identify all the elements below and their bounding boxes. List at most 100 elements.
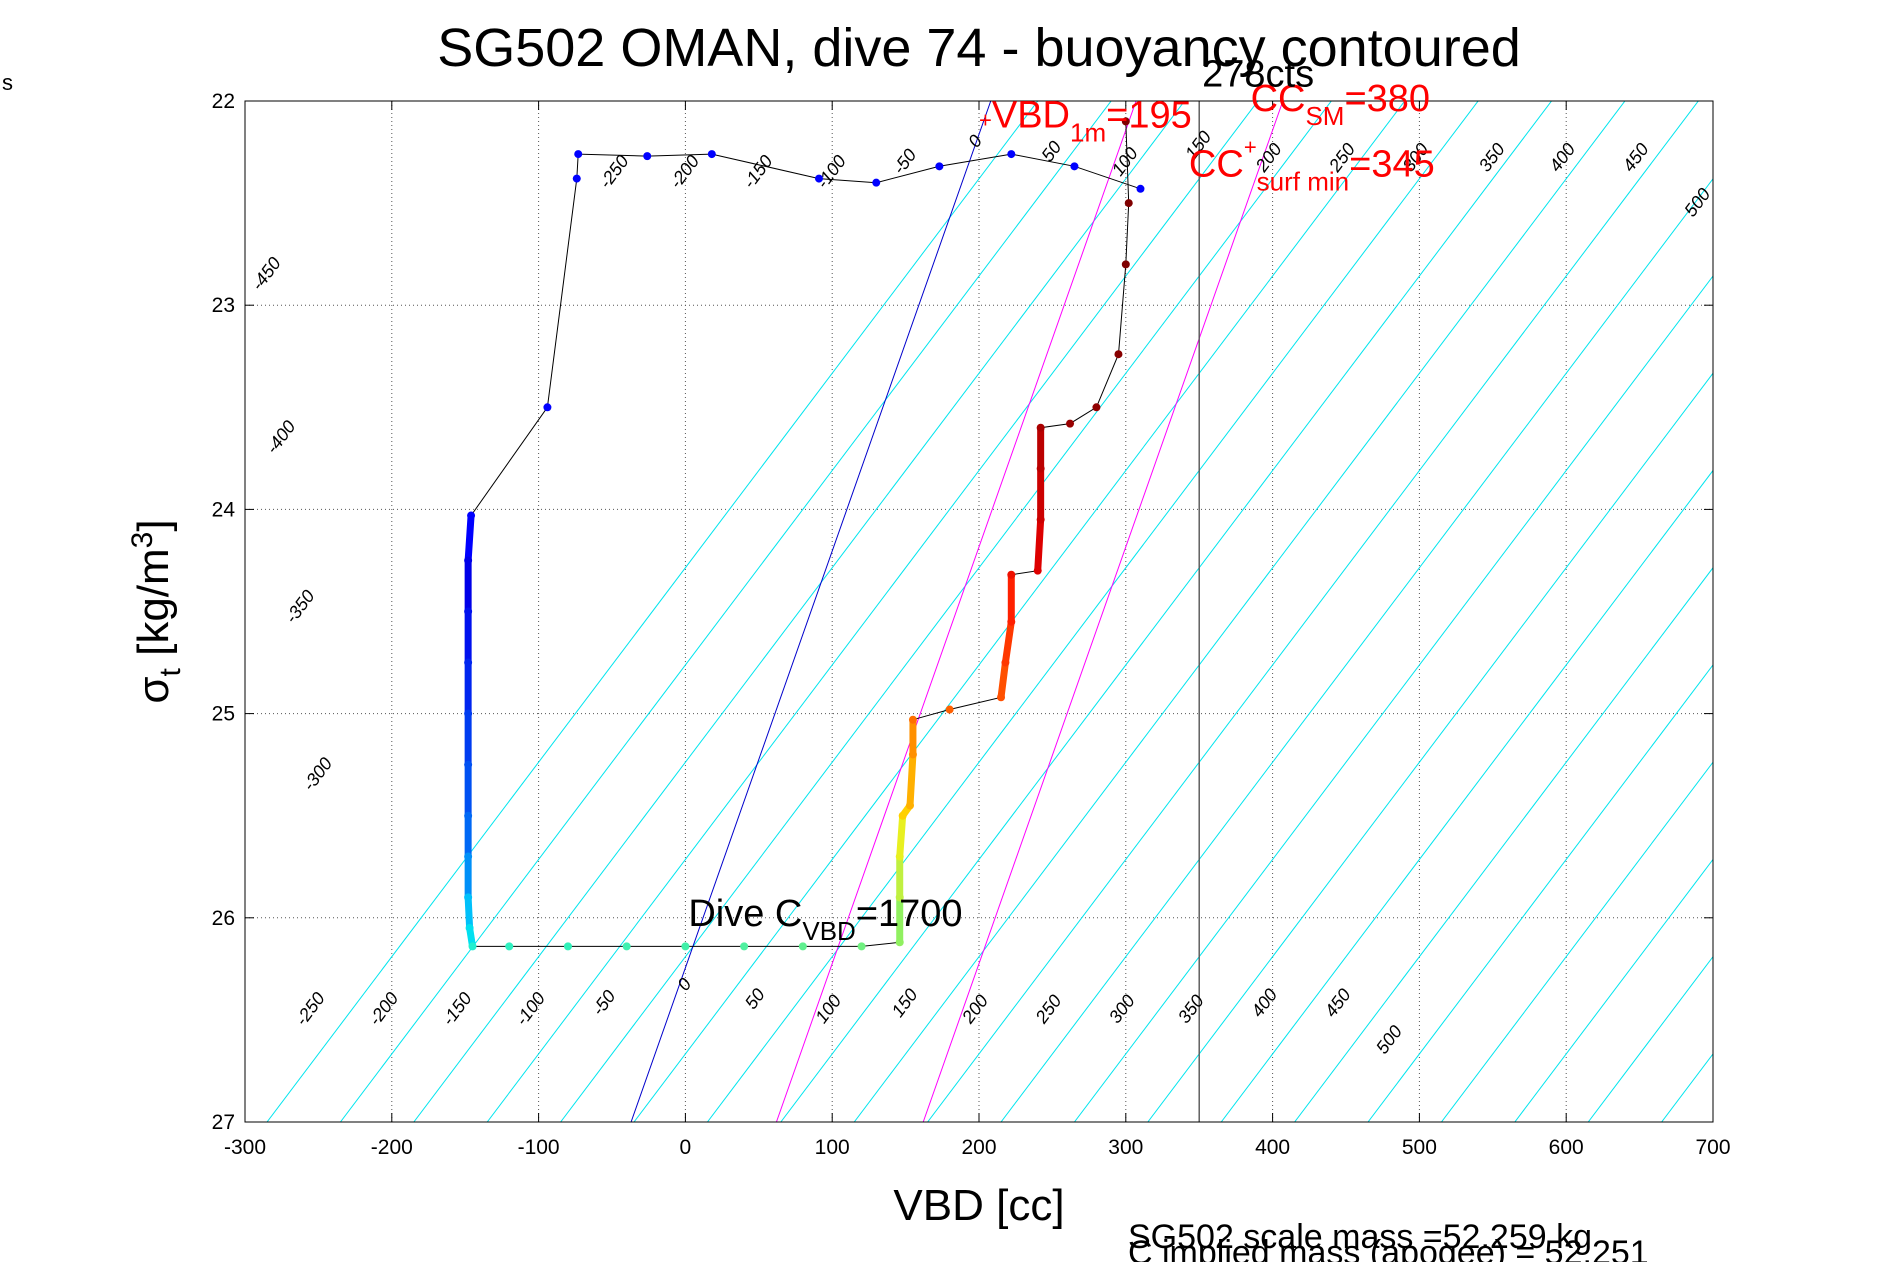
series-point (740, 942, 749, 951)
contour-line (1220, 469, 1713, 1122)
series-point (574, 150, 583, 159)
series-point (1007, 570, 1016, 579)
annotation-part: =380 (1344, 78, 1430, 120)
annotation-part: CC (1251, 78, 1306, 120)
series-point (543, 403, 552, 412)
reference-line (775, 101, 1137, 1122)
series-point (464, 760, 473, 769)
contour-line (340, 101, 1112, 1122)
series-point (895, 852, 904, 861)
stray-label: s (2, 70, 13, 95)
series-point (464, 658, 473, 667)
annotation-part: 278cts (1202, 54, 1314, 96)
contour-line (1514, 858, 1713, 1122)
series-point (505, 942, 514, 951)
series-point (906, 801, 915, 810)
contour-line (1000, 177, 1713, 1122)
series-dense-segment (1034, 516, 1045, 575)
y-tick-label: 22 (212, 90, 235, 113)
contour-line (927, 101, 1699, 1122)
series-point (1007, 617, 1016, 626)
series-point (1070, 162, 1079, 171)
annotation-vbd1m: +VBD1m=195 (979, 95, 1192, 148)
contour-line (266, 101, 1039, 1122)
x-axis-label: VBD [cc] (893, 1181, 1064, 1230)
annotation-part: VBD (802, 916, 855, 946)
contour-line (1367, 664, 1713, 1122)
annotation-part: =1700 (856, 893, 963, 935)
annotation-ccsm: CCSM=380 (1251, 78, 1430, 131)
contour-line (780, 101, 1553, 1122)
series-point (464, 811, 473, 820)
series-point (857, 942, 866, 951)
series-point (814, 174, 823, 183)
contour-line (1147, 372, 1713, 1122)
series-point (464, 556, 473, 565)
plot-area (245, 101, 1713, 1122)
series-dense-segment (896, 812, 907, 861)
footer-text: C implied mass (apogee) = 52.251 (1128, 1234, 1649, 1262)
annotation-part: =195 (1106, 95, 1192, 137)
annotation-part: + (979, 108, 992, 133)
x-tick-label: -100 (518, 1136, 560, 1159)
y-label-sub: t (154, 667, 187, 676)
series-point (707, 150, 716, 159)
series-point (1136, 184, 1145, 193)
annotation-ccsurf: CC+surf min=345 (1189, 135, 1435, 197)
series-point (1036, 423, 1045, 432)
series-point (898, 811, 907, 820)
series-dense-segment (464, 893, 474, 932)
x-tick-label: -200 (371, 1136, 413, 1159)
series-point (1114, 350, 1123, 359)
x-tick-label: 200 (961, 1136, 996, 1159)
y-tick-label: 23 (212, 294, 235, 317)
reference-line (922, 101, 1284, 1122)
series-point (908, 715, 917, 724)
series-point (1124, 199, 1133, 208)
series-point (798, 942, 807, 951)
annotation-part: SM (1305, 101, 1344, 131)
annotation-cts: 278cts (1202, 54, 1314, 96)
footer-text: SG502 scale mass =52.259 kg (1128, 1218, 1592, 1256)
annotation-part: 1m (1070, 118, 1106, 148)
series-point (908, 750, 917, 759)
annotation-part: Dive C (688, 893, 802, 935)
y-label-base: σ (129, 676, 178, 703)
series-point (895, 893, 904, 902)
series-point (622, 942, 631, 951)
reference-line (630, 101, 992, 1122)
series-dense-segment (464, 512, 475, 564)
series-dense-segment (997, 659, 1009, 701)
x-tick-label: 100 (815, 1136, 850, 1159)
series-point (945, 705, 954, 714)
series-point (872, 178, 881, 187)
series-point (1092, 403, 1101, 412)
y-label-close: ] (129, 519, 178, 531)
series-point (643, 152, 652, 161)
contour-line (1294, 566, 1713, 1122)
y-tick-label: 25 (212, 703, 235, 726)
annotation-part: =345 (1349, 144, 1435, 186)
series-point (468, 942, 477, 951)
series-point (1121, 260, 1130, 269)
series-point (465, 924, 474, 933)
series-point (572, 174, 581, 183)
y-label-unit: [kg/m (129, 548, 178, 668)
y-tick-label: 24 (212, 498, 236, 521)
x-tick-label: 500 (1402, 1136, 1437, 1159)
y-axis-label: σt [kg/m3] (126, 519, 187, 703)
contour-line (486, 101, 1259, 1122)
series-point (1007, 150, 1016, 159)
annotation-part: VBD (992, 95, 1070, 137)
series-point (464, 852, 473, 861)
plot-clipped-layer (266, 101, 1713, 1122)
series-point (681, 942, 690, 951)
y-tick-label: 27 (212, 1111, 235, 1134)
series-point (1033, 566, 1042, 575)
series-point (935, 162, 944, 171)
series-point (1001, 658, 1010, 667)
x-tick-label: 700 (1695, 1136, 1730, 1159)
series-point (895, 938, 904, 947)
series-dense-segment (906, 750, 917, 809)
